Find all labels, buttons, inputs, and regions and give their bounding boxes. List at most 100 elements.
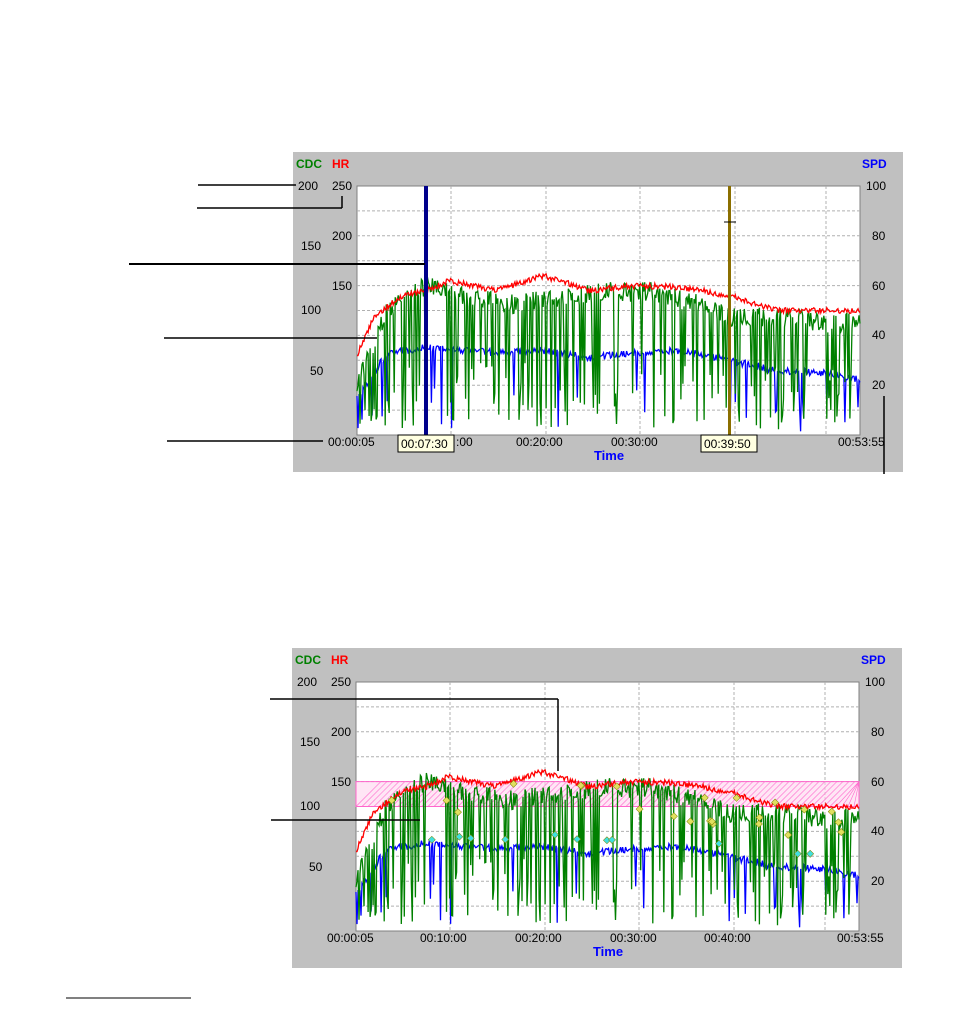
band-hatch xyxy=(847,781,860,807)
event-marker[interactable] xyxy=(755,813,764,822)
band-hatch xyxy=(739,781,766,807)
event-marker[interactable] xyxy=(501,835,510,844)
chart-1-cursor-1-label: 00:07:30 xyxy=(401,437,448,451)
band-hatch xyxy=(691,781,718,807)
event-marker[interactable] xyxy=(509,779,518,788)
band-hatch xyxy=(817,781,844,807)
band-hatch xyxy=(391,781,418,807)
chart-2-x-tick: 00:00:05 xyxy=(327,931,374,945)
chart-1: CDC HR SPD 200 150 100 50 250 200 150 10… xyxy=(129,152,903,474)
chart-1-hr-tick: 150 xyxy=(332,279,352,293)
chart-2-x-tick: 00:20:00 xyxy=(515,931,562,945)
event-marker[interactable] xyxy=(455,832,464,841)
event-marker[interactable] xyxy=(708,817,716,826)
band-hatch xyxy=(517,781,544,807)
band-hatch xyxy=(421,781,448,807)
chart-2: CDC HR SPD 200 150 100 50 250 200 150 10… xyxy=(270,648,902,968)
chart-1-cursor-2[interactable] xyxy=(728,186,731,435)
band-hatch xyxy=(823,781,850,807)
chart-1-cursor-1-label-box xyxy=(397,434,455,453)
band-hatch xyxy=(367,781,394,807)
chart-1-x-tick: 00:53:55 xyxy=(838,435,885,449)
chart-1-cursor-1[interactable] xyxy=(424,186,428,435)
series-line-spd xyxy=(356,344,861,432)
event-marker[interactable] xyxy=(793,849,802,858)
event-marker[interactable] xyxy=(700,793,709,802)
chart-1-hr-tick: 250 xyxy=(332,179,352,193)
event-marker[interactable] xyxy=(827,807,836,816)
chart-1-cdc-tick: 100 xyxy=(301,303,321,317)
chart-1-spd-tick: 60 xyxy=(872,279,886,293)
chart-2-x-axis-title: Time xyxy=(593,944,623,959)
band-hatch xyxy=(733,781,760,807)
event-marker[interactable] xyxy=(754,820,763,828)
event-marker[interactable] xyxy=(800,805,809,814)
band-hatch xyxy=(451,781,478,807)
chart-2-hr-tick: 250 xyxy=(331,675,351,689)
series-line-cdc xyxy=(356,276,861,430)
chart-2-cdc-tick: 150 xyxy=(300,735,320,749)
band-hatch xyxy=(751,781,778,807)
band-hatch xyxy=(643,781,670,807)
event-marker[interactable] xyxy=(551,830,559,839)
band-hatch xyxy=(535,781,562,807)
chart-1-cursor-2-label: 00:39:50 xyxy=(704,437,751,451)
event-marker[interactable] xyxy=(454,808,462,817)
event-marker[interactable] xyxy=(603,836,611,845)
chart-2-spd-axis-label: SPD xyxy=(861,653,886,667)
event-marker[interactable] xyxy=(612,782,621,791)
chart-2-x-tick: 00:10:00 xyxy=(420,931,467,945)
event-marker[interactable] xyxy=(732,793,741,802)
band-hatch xyxy=(499,781,526,807)
chart-2-hr-axis-label: HR xyxy=(331,653,349,667)
band-hatch xyxy=(757,781,784,807)
event-marker[interactable] xyxy=(573,835,581,844)
band-hatch xyxy=(835,781,860,807)
chart-2-x-tick: 00:40:00 xyxy=(704,931,751,945)
band-hatch xyxy=(457,781,484,807)
event-marker[interactable] xyxy=(784,831,793,839)
event-marker[interactable] xyxy=(834,818,843,827)
chart-1-x-axis-title: Time xyxy=(594,448,624,463)
event-marker[interactable] xyxy=(466,834,475,843)
event-marker[interactable] xyxy=(715,839,723,848)
event-marker[interactable] xyxy=(670,812,678,821)
event-marker[interactable] xyxy=(576,781,585,790)
chart-1-hr-axis-label: HR xyxy=(332,157,350,171)
chart-2-cdc-axis-label: CDC xyxy=(295,653,321,667)
chart-1-spd-axis-label: SPD xyxy=(862,157,887,171)
chart-1-cursor-2-label-box xyxy=(700,434,758,453)
event-marker[interactable] xyxy=(806,849,815,858)
chart-1-cdc-axis-label: CDC xyxy=(296,157,322,171)
event-marker[interactable] xyxy=(442,796,451,805)
event-marker[interactable] xyxy=(635,805,644,814)
band-hatch xyxy=(433,781,460,807)
chart-1-spd-tick: 40 xyxy=(872,328,886,342)
event-marker[interactable] xyxy=(608,836,616,844)
chart-2-spd-tick: 60 xyxy=(871,775,885,789)
chart-2-spd-tick: 20 xyxy=(871,874,885,888)
event-marker[interactable] xyxy=(387,796,396,805)
chart-2-spd-tick: 100 xyxy=(865,675,885,689)
chart-1-hr-tick: 200 xyxy=(332,229,352,243)
event-marker[interactable] xyxy=(837,828,846,836)
band-hatch xyxy=(379,781,406,807)
event-marker[interactable] xyxy=(771,798,779,807)
band-hatch xyxy=(799,781,826,807)
event-marker[interactable] xyxy=(686,817,695,826)
band-hatch xyxy=(829,781,856,807)
band-hatch xyxy=(373,781,400,807)
band-hatch xyxy=(781,781,808,807)
series-line-hr xyxy=(356,272,861,357)
chart-2-spd-tick: 80 xyxy=(871,725,885,739)
event-marker[interactable] xyxy=(427,835,436,844)
chart-1-x-tick-partial: :00 xyxy=(456,435,473,449)
chart-2-spd-tick: 40 xyxy=(871,824,885,838)
chart-1-spd-tick: 20 xyxy=(872,378,886,392)
chart-2-cdc-tick: 100 xyxy=(300,799,320,813)
chart-2-cdc-tick: 50 xyxy=(309,860,323,874)
chart-2-cdc-tick: 200 xyxy=(297,675,317,689)
chart-2-x-tick: 00:53:55 xyxy=(837,931,884,945)
band-hatch xyxy=(787,781,814,807)
